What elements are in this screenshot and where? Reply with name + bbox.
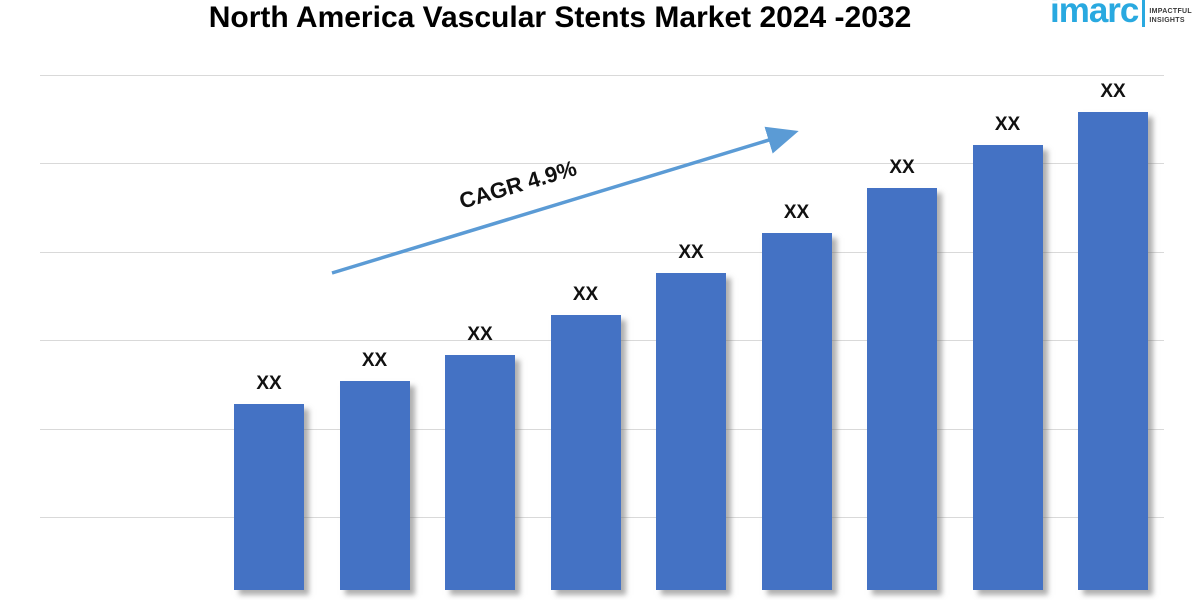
bar-series-3: [445, 355, 515, 590]
bar-series-1: [234, 404, 304, 590]
bar-data-label-1: XX: [256, 373, 282, 394]
bar-data-label-8: XX: [994, 114, 1021, 135]
imarc-logo: imarc IMPACTFUL INSIGHTS: [1050, 0, 1192, 28]
bar-series-2: [339, 381, 410, 590]
bar-series-8: [972, 145, 1043, 590]
bar-series-9: [1078, 112, 1148, 590]
bar-series-4: [550, 315, 621, 590]
y-gridline: [40, 75, 1164, 76]
bar-data-label-5: XX: [678, 242, 704, 263]
bar-data-label-4: XX: [572, 284, 599, 305]
imarc-logo-divider: [1142, 0, 1146, 27]
chart-title: North America Vascular Stents Market 202…: [208, 1, 912, 34]
bar-series-6: [761, 233, 832, 590]
imarc-tagline-line2: INSIGHTS: [1149, 16, 1185, 24]
bar-data-label-2: XX: [361, 350, 388, 371]
bar-data-label-7: XX: [889, 157, 915, 178]
y-gridline: [40, 251, 1164, 253]
cagr-trend-arrow: [331, 126, 799, 275]
bar-series-7: [867, 188, 937, 590]
bar-data-label-3: XX: [467, 324, 493, 345]
imarc-logo-tagline: IMPACTFUL INSIGHTS: [1149, 7, 1192, 28]
imarc-tagline-line1: IMPACTFUL: [1149, 7, 1192, 15]
bar-series-5: [656, 273, 726, 590]
bar-data-label-9: XX: [1100, 81, 1126, 102]
y-gridline: [40, 163, 1164, 165]
bar-data-label-6: XX: [783, 202, 810, 223]
imarc-logo-wordmark: imarc: [1049, 0, 1139, 30]
